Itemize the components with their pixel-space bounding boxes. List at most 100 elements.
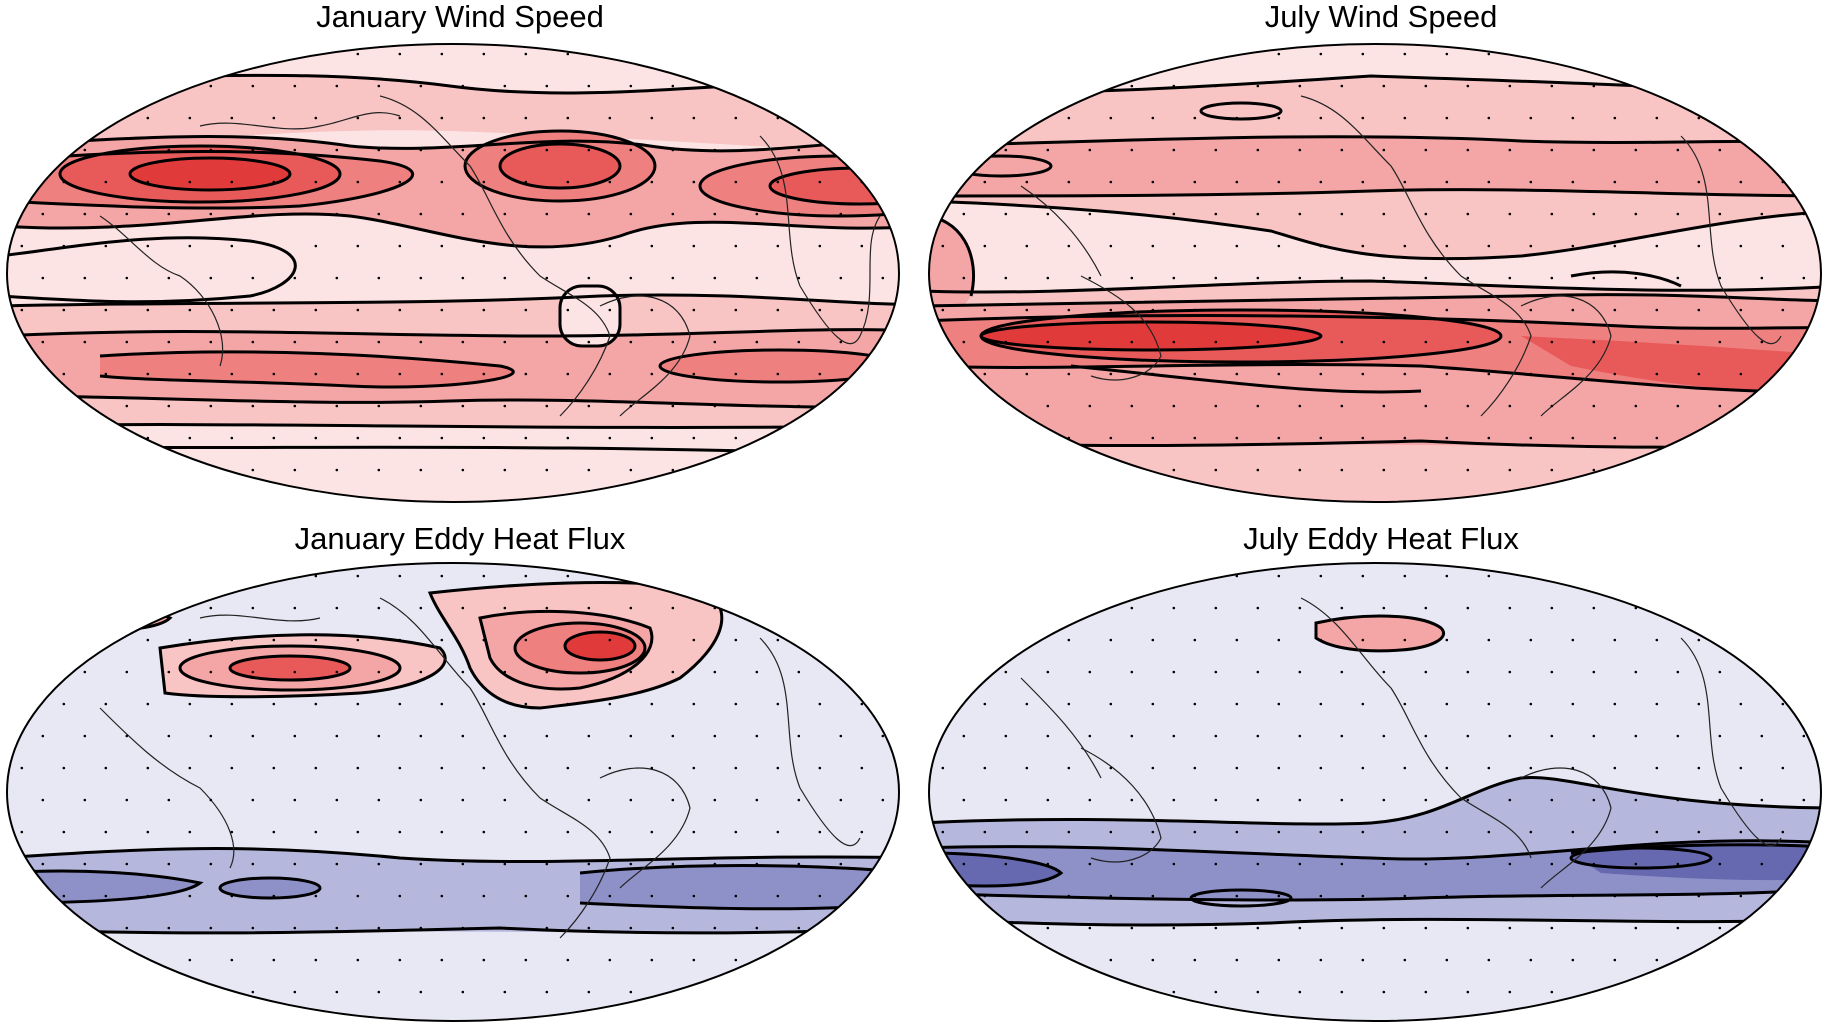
grid-dot: [1109, 372, 1113, 376]
grid-dot: [125, 798, 129, 802]
grid-dot: [1109, 52, 1113, 56]
grid-dot: [1592, 404, 1596, 408]
grid-dot: [1466, 606, 1470, 610]
grid-dot: [1550, 798, 1554, 802]
grid-dot: [1529, 244, 1533, 248]
grid-dot: [1760, 468, 1764, 472]
grid-dot: [903, 53, 906, 56]
grid-dot: [1403, 372, 1407, 376]
grid-dot: [1824, 639, 1827, 642]
grid-dot: [776, 894, 780, 898]
grid-dot: [1508, 606, 1512, 610]
grid-dot: [1088, 148, 1092, 152]
grid-dot: [1025, 52, 1029, 56]
grid-dot: [272, 500, 276, 502]
grid-dot: [419, 340, 423, 344]
grid-dot: [1403, 436, 1407, 440]
grid-dot: [314, 244, 318, 248]
grid-dot: [1466, 990, 1470, 994]
grid-dot: [608, 244, 612, 248]
grid-dot: [734, 244, 738, 248]
grid-dot: [524, 116, 528, 120]
grid-dot: [629, 862, 633, 866]
grid-dot: [1466, 340, 1470, 344]
grid-dot: [1466, 862, 1470, 866]
grid-dot: [1151, 702, 1155, 706]
grid-dot: [167, 148, 171, 152]
grid-dot: [566, 436, 570, 440]
grid-dot: [125, 926, 129, 930]
grid-dot: [1004, 340, 1008, 344]
grid-dot: [20, 436, 24, 440]
grid-dot: [1802, 798, 1806, 802]
map-january-eddy-heat-flux: [6, 562, 900, 1026]
grid-dot: [1403, 830, 1407, 834]
grid-dot: [62, 702, 66, 706]
grid-dot: [1172, 926, 1176, 930]
grid-dot: [797, 404, 801, 408]
grid-dot: [1739, 958, 1743, 962]
grid-dot: [293, 148, 297, 152]
grid-dot: [441, 1023, 444, 1026]
grid-dot: [962, 468, 966, 472]
grid-dot: [1130, 276, 1134, 280]
grid-dot: [1151, 894, 1155, 898]
jet-core: [981, 322, 1321, 350]
grid-dot: [1445, 180, 1449, 184]
grid-dot: [1382, 798, 1386, 802]
grid-dot: [650, 308, 654, 312]
grid-dot: [1718, 276, 1722, 280]
grid-dot: [1067, 180, 1071, 184]
grid-dot: [881, 276, 885, 280]
grid-dot: [671, 862, 675, 866]
grid-dot: [503, 212, 507, 216]
grid-dot: [1529, 500, 1533, 502]
grid-dot: [188, 436, 192, 440]
grid-dot: [962, 84, 966, 88]
grid-dot: [903, 373, 906, 376]
grid-dot: [1781, 894, 1785, 898]
grid-dot: [881, 148, 885, 152]
grid-dot: [1382, 606, 1386, 610]
grid-dot: [83, 670, 87, 674]
grid-dot: [734, 638, 738, 642]
grid-dot: [1277, 830, 1281, 834]
grid-dot: [1403, 702, 1407, 706]
grid-dot: [1256, 606, 1260, 610]
grid-dot: [1193, 372, 1197, 376]
grid-dot: [293, 468, 297, 472]
grid-dot: [1424, 340, 1428, 344]
grid-dot: [1613, 52, 1617, 56]
grid-dot: [650, 958, 654, 962]
grid-dot: [713, 926, 717, 930]
grid-dot: [356, 958, 360, 962]
grid-dot: [503, 990, 507, 994]
grid-dot: [1172, 148, 1176, 152]
grid-dot: [1781, 766, 1785, 770]
grid-dot: [482, 308, 486, 312]
grid-dot: [377, 862, 381, 866]
grid-dot: [839, 734, 843, 738]
grid-dot: [1172, 798, 1176, 802]
grid-dot: [440, 308, 444, 312]
grid-dot: [1319, 308, 1323, 312]
grid-dot: [251, 798, 255, 802]
jet-core: [500, 144, 620, 188]
grid-dot: [1445, 958, 1449, 962]
grid-dot: [335, 276, 339, 280]
grid-dot: [1256, 148, 1260, 152]
grid-dot: [1382, 340, 1386, 344]
grid-dot: [818, 958, 822, 962]
grid-dot: [629, 276, 633, 280]
grid-dot: [1697, 830, 1701, 834]
grid-dot: [587, 926, 591, 930]
grid-dot: [293, 862, 297, 866]
grid-dot: [419, 606, 423, 610]
grid-dot: [734, 574, 738, 578]
grid-dot: [1676, 276, 1680, 280]
grid-dot: [545, 84, 549, 88]
grid-dot: [461, 670, 465, 674]
grid-dot: [1403, 116, 1407, 120]
grid-dot: [651, 1023, 654, 1026]
grid-dot: [398, 638, 402, 642]
